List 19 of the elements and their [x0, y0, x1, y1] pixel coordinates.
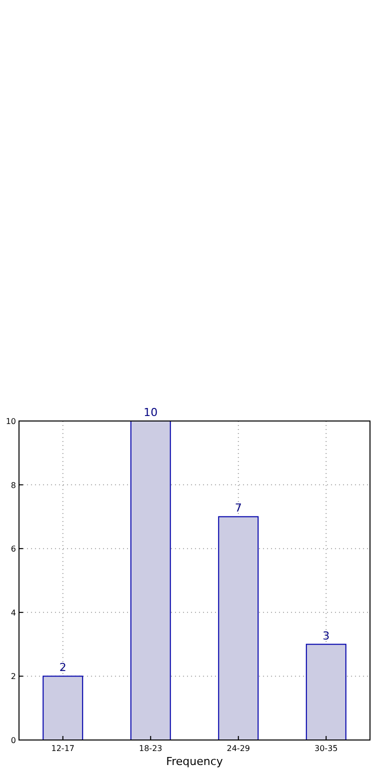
- y-tick-label: 6: [10, 544, 16, 554]
- x-tick-label: 18-23: [139, 744, 162, 753]
- y-tick-label: 4: [10, 608, 16, 618]
- data-label: 2: [59, 661, 66, 674]
- bar: [42, 676, 84, 740]
- y-tick-label: 8: [10, 480, 16, 490]
- data-label: 10: [144, 406, 158, 419]
- x-tick-label: 12-17: [51, 744, 74, 753]
- y-tick-label: 2: [10, 672, 16, 682]
- bar: [130, 420, 171, 740]
- y-tick-label: 0: [10, 736, 16, 745]
- x-tick-label: 30-35: [314, 744, 338, 753]
- bar: [306, 644, 346, 740]
- bar: [218, 516, 259, 740]
- data-label: 7: [234, 502, 242, 515]
- x-tick-label: 24-29: [226, 744, 250, 753]
- y-tick-label: 10: [6, 417, 16, 426]
- data-label: 3: [322, 629, 330, 642]
- x-axis-title: Frequency: [166, 755, 224, 768]
